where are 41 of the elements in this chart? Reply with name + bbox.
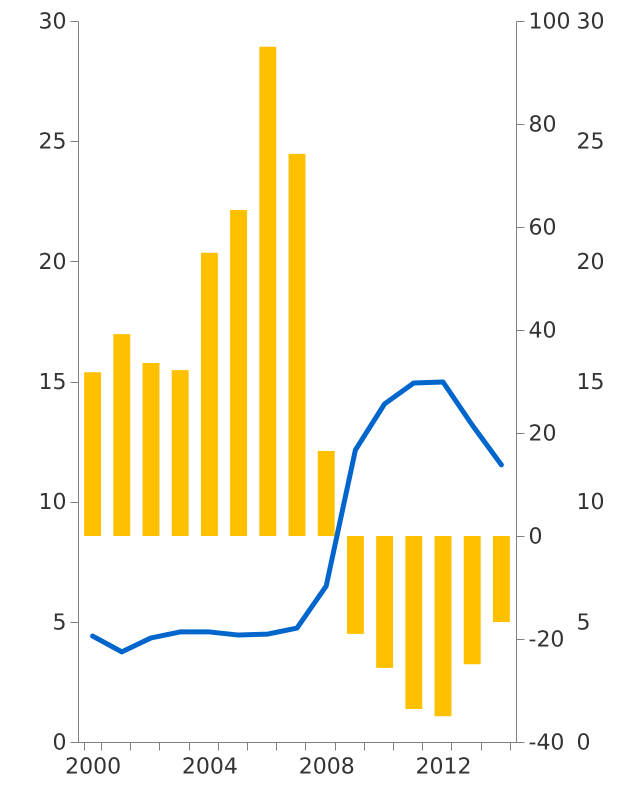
bar	[346, 536, 364, 634]
y2-tick-label: 40	[528, 318, 556, 344]
y2-tick-label: 0	[528, 524, 542, 550]
x-tick-label: 2000	[65, 754, 122, 780]
bar	[200, 252, 218, 536]
bar	[113, 334, 130, 536]
y-tick-label: 0	[52, 730, 66, 756]
x-tick-label: 2012	[416, 754, 472, 780]
y-tick-label: 5	[52, 610, 66, 636]
y2-tick-label: 80	[528, 112, 556, 138]
x-tick-label: 2008	[298, 754, 355, 780]
y-tick-label: 20	[38, 250, 66, 275]
bar	[142, 362, 160, 536]
y3-tick-label: 30	[576, 10, 604, 34]
bar	[405, 536, 422, 710]
y3-tick-label: 0	[576, 730, 590, 756]
bar	[172, 370, 189, 536]
y-tick-label: 25	[38, 130, 66, 155]
y3-tick-label: 5	[576, 610, 590, 636]
y2-tick-label: 20	[528, 422, 556, 446]
y2-tick-label: -20	[528, 628, 564, 652]
x-tick-label: 2004	[182, 754, 238, 780]
bar	[434, 536, 452, 716]
y3-tick-label: 15	[576, 370, 604, 395]
bar	[288, 154, 306, 536]
bar	[230, 210, 248, 536]
y-tick-label: 10	[38, 490, 66, 516]
y2-tick-label: -40	[528, 730, 564, 756]
bar	[464, 536, 481, 664]
y3-tick-label: 25	[576, 130, 604, 155]
y2-tick-label: 100	[528, 10, 570, 34]
y3-tick-label: 20	[576, 250, 604, 275]
bar	[259, 46, 276, 536]
bar	[376, 536, 394, 668]
y3-tick-label: 10	[576, 490, 604, 516]
y-tick-label: 15	[38, 370, 66, 395]
y2-tick-label: 60	[528, 216, 556, 240]
bar	[492, 536, 510, 622]
bar	[84, 372, 102, 536]
bar	[318, 451, 335, 536]
y-tick-label: 30	[38, 10, 66, 34]
